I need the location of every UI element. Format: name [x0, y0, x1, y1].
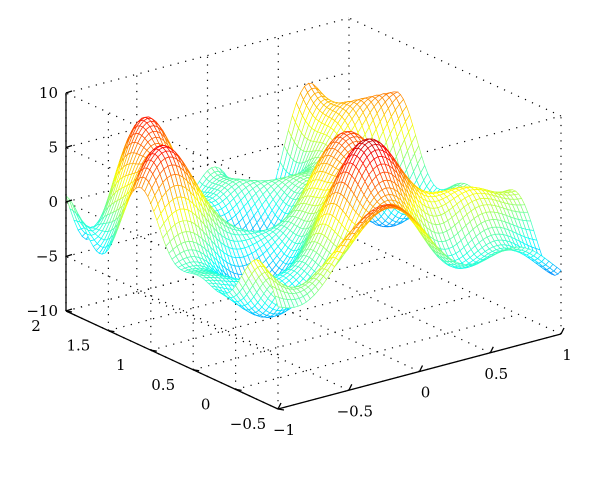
z-tick-mark	[65, 308, 73, 312]
x-tick-mark	[277, 402, 282, 410]
x-tick-label: −0.5	[337, 402, 373, 420]
y-tick-label: 0.5	[151, 376, 175, 394]
grid-line	[65, 126, 350, 203]
grid-line	[150, 274, 434, 351]
surface-mesh	[65, 82, 562, 318]
surface-cell	[553, 266, 562, 275]
y-tick-label: −0.5	[230, 415, 266, 433]
x-tick-mark	[348, 384, 353, 391]
x-tick-mark	[560, 327, 565, 335]
y-tick-label: 2	[31, 317, 41, 335]
y-tick-mark	[193, 369, 200, 372]
x-tick-label: −1	[273, 421, 295, 439]
grid-line	[278, 254, 491, 354]
z-tick-label: 0	[48, 193, 58, 211]
grid-line	[207, 272, 420, 373]
z-tick-label: 10	[39, 84, 58, 102]
z-tick-mark	[65, 253, 73, 258]
tick-labels: −1 −0.5 0 0.5 1 −0.5 0 0.5 1 1.5 2−10 −5 0 5 10	[26, 84, 571, 439]
y-tick-mark	[108, 329, 115, 333]
grid-line	[65, 255, 279, 356]
y-tick-mark	[150, 349, 157, 352]
y-tick-label: 0	[201, 395, 211, 413]
y-tick-mark	[235, 388, 242, 392]
x-tick-label: 1	[562, 346, 572, 364]
y-axis-line	[65, 310, 279, 410]
y-tick-mark	[277, 408, 285, 411]
z-tick-mark	[65, 144, 73, 149]
z-tick-label: −10	[26, 302, 58, 320]
grid-line	[235, 313, 519, 390]
box-edge	[348, 17, 562, 117]
x-tick-mark	[489, 346, 494, 354]
y-tick-label: 1.5	[66, 337, 90, 355]
grid-line	[65, 71, 350, 149]
x-tick-label: 0	[421, 384, 431, 402]
grid-line	[136, 291, 350, 391]
z-tick-mark	[65, 90, 73, 94]
grid-line	[348, 235, 562, 335]
z-tick-label: 5	[48, 139, 58, 157]
grid-line	[193, 294, 477, 371]
y-tick-label: 1	[116, 356, 126, 374]
x-tick-mark	[418, 365, 424, 372]
axes-frame	[65, 90, 565, 411]
grid-line	[65, 92, 279, 192]
z-tick-label: −5	[36, 248, 58, 266]
x-tick-label: 0.5	[484, 365, 508, 383]
z-tick-mark	[65, 199, 73, 203]
grid-line	[65, 17, 350, 94]
